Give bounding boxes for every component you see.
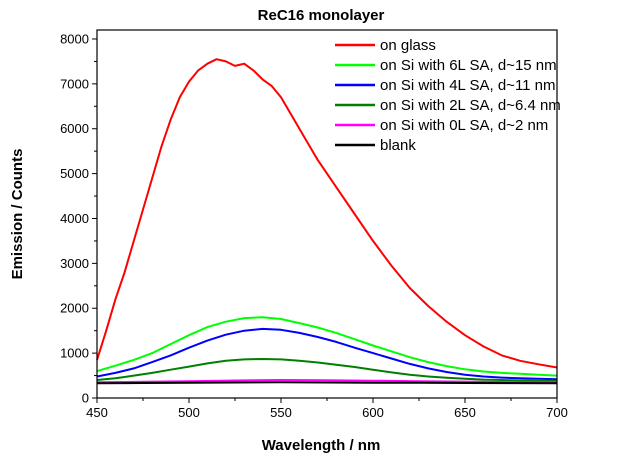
y-axis: 0 1000 2000 3000 4000 5000 6000 7000 8000 <box>60 31 97 406</box>
x-tick-label: 550 <box>270 405 292 420</box>
legend-label: on Si with 4L SA, d~11 nm <box>380 77 556 94</box>
series-line <box>96 58 558 369</box>
legend-label: blank <box>380 137 416 154</box>
chart-title: ReC16 monolayer <box>258 7 385 24</box>
x-tick-label: 600 <box>362 405 384 420</box>
x-axis: 450 500 550 600 650 700 <box>86 398 568 420</box>
x-axis-label: Wavelength / nm <box>262 437 381 454</box>
series-line <box>96 358 558 382</box>
legend: on glass on Si with 6L SA, d~15 nm on Si w… <box>335 37 561 154</box>
y-tick-label: 7000 <box>60 76 89 91</box>
legend-label: on Si with 2L SA, d~6.4 nm <box>380 97 561 114</box>
y-tick-label: 4000 <box>60 211 89 226</box>
series-line <box>96 327 558 381</box>
series-line <box>96 316 558 377</box>
y-tick-label: 3000 <box>60 256 89 271</box>
y-tick-label: 6000 <box>60 121 89 136</box>
legend-label: on glass <box>380 37 436 54</box>
x-tick-label: 650 <box>454 405 476 420</box>
y-tick-label: 1000 <box>60 346 89 361</box>
y-tick-label: 0 <box>82 391 89 406</box>
x-tick-label: 700 <box>546 405 568 420</box>
y-axis-label: Emission / Counts <box>9 149 26 280</box>
series-line <box>96 379 558 384</box>
y-tick-label: 5000 <box>60 166 89 181</box>
x-tick-label: 500 <box>178 405 200 420</box>
y-tick-label: 2000 <box>60 301 89 316</box>
plot-lines <box>96 58 558 385</box>
y-tick-label: 8000 <box>60 31 89 46</box>
series-line <box>96 381 558 385</box>
x-tick-label: 450 <box>86 405 108 420</box>
legend-label: on Si with 6L SA, d~15 nm <box>380 57 557 74</box>
legend-label: on Si with 0L SA, d~2 nm <box>380 117 548 134</box>
